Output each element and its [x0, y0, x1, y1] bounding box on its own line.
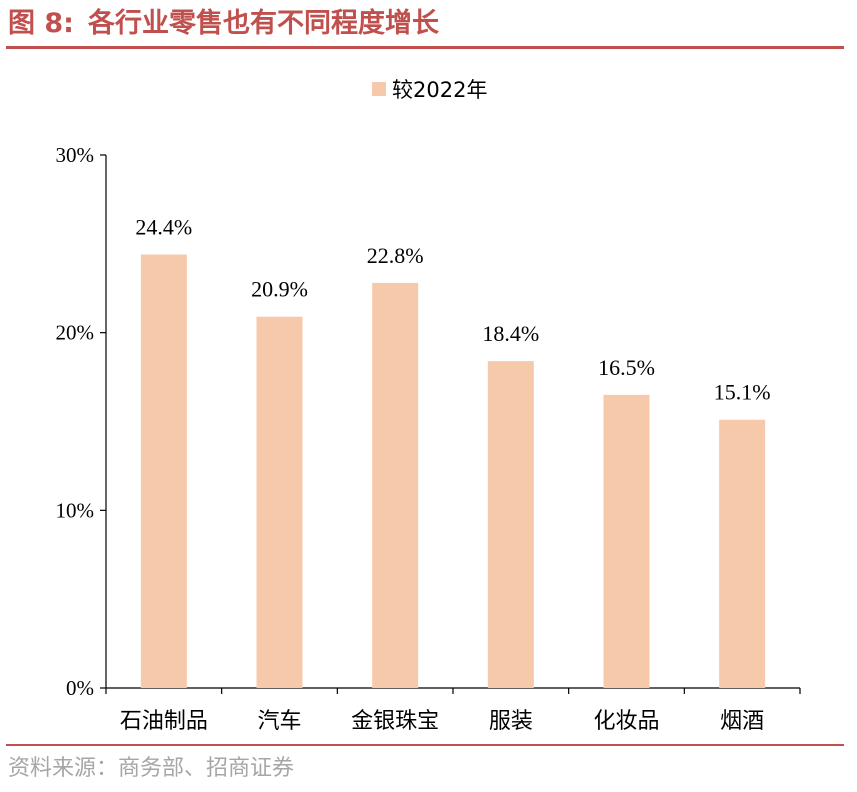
data-label: 16.5%: [598, 355, 655, 380]
data-label: 24.4%: [135, 214, 192, 239]
y-tick-label: 20%: [56, 321, 95, 345]
bar-chart: 0% 10% 20% 30% 24.4% 石油制品 20.9% 汽车 22.8% 金银珠宝 18.4…: [56, 143, 801, 734]
category-label: 汽车: [257, 709, 301, 734]
category-label: 金银珠宝: [351, 709, 439, 734]
footer-divider: [6, 744, 844, 746]
bar: [487, 361, 534, 688]
figure-title: 图 8: 各行业零售也有不同程度增长: [8, 6, 439, 42]
y-tick-label: 0%: [66, 676, 94, 700]
legend-swatch: [372, 82, 386, 96]
data-label: 18.4%: [482, 321, 539, 346]
y-tick-label: 10%: [56, 498, 95, 522]
data-label: 15.1%: [714, 380, 771, 405]
title-divider: [6, 46, 844, 49]
chart-legend: 较2022年: [372, 74, 487, 104]
data-label: 22.8%: [367, 243, 424, 268]
figure-title-text: 各行业零售也有不同程度增长: [87, 8, 439, 39]
category-label: 石油制品: [120, 709, 208, 734]
data-label: 20.9%: [251, 277, 308, 302]
legend-label: 较2022年: [392, 78, 488, 102]
category-label: 服装: [489, 709, 533, 734]
y-tick-label: 30%: [56, 143, 95, 167]
category-label: 烟酒: [720, 709, 764, 734]
category-label: 化妆品: [593, 709, 659, 734]
bar: [603, 394, 650, 688]
bar: [140, 254, 187, 688]
bar: [372, 282, 419, 688]
bar: [256, 316, 303, 688]
source-note: 资料来源：商务部、招商证券: [8, 756, 295, 781]
bar: [719, 419, 766, 688]
figure-number: 图 8:: [8, 8, 74, 39]
